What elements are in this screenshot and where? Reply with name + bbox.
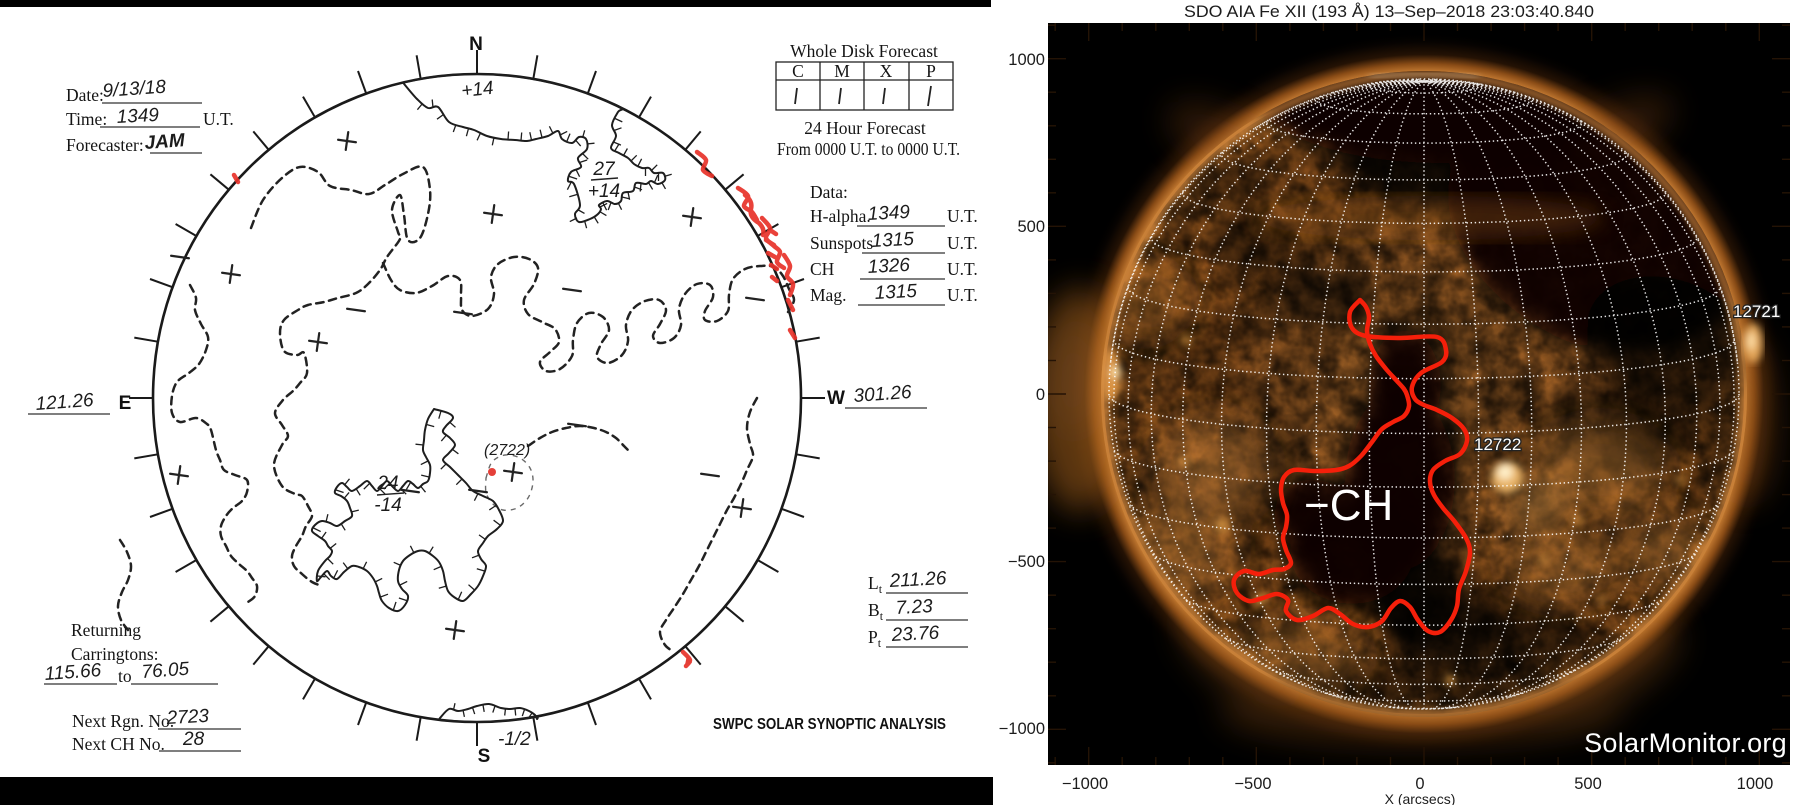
svg-text:−CH: −CH: [1304, 481, 1393, 530]
svg-text:27: 27: [592, 159, 616, 180]
svg-text:1000: 1000: [1737, 775, 1774, 793]
svg-text:1349: 1349: [867, 202, 911, 225]
svg-text:2723: 2723: [165, 706, 210, 729]
svg-text:Returning: Returning: [71, 620, 141, 640]
svg-text:−1000: −1000: [1062, 775, 1108, 793]
svg-text:C: C: [792, 61, 804, 81]
svg-text:Whole Disk Forecast: Whole Disk Forecast: [790, 41, 938, 61]
svg-text:Sunspots: Sunspots: [810, 233, 873, 253]
svg-text:-1/2: -1/2: [498, 729, 531, 750]
svg-text:0: 0: [1415, 775, 1424, 793]
svg-text:M: M: [834, 61, 850, 81]
svg-text:12721: 12721: [1733, 302, 1780, 321]
svg-text:SWPC SOLAR SYNOPTIC ANALYSIS: SWPC SOLAR SYNOPTIC ANALYSIS: [713, 716, 946, 733]
svg-text:Next Rgn. No.: Next Rgn. No.: [72, 711, 174, 731]
svg-text:X: X: [880, 61, 893, 81]
svg-text:500: 500: [1574, 775, 1602, 793]
svg-text:7.23: 7.23: [895, 596, 933, 619]
svg-text:28: 28: [182, 729, 205, 750]
svg-text:Mag.: Mag.: [810, 285, 846, 305]
svg-text:H-alpha.: H-alpha.: [810, 206, 871, 226]
svg-text:U.T.: U.T.: [947, 259, 978, 279]
svg-text:SDO AIA Fe XII (193 Å) 13–Sep–: SDO AIA Fe XII (193 Å) 13–Sep–2018 23:03…: [1184, 2, 1594, 21]
svg-text:23.76: 23.76: [890, 623, 940, 647]
svg-text:SolarMonitor.org: SolarMonitor.org: [1584, 728, 1787, 758]
svg-text:-14: -14: [374, 495, 401, 516]
svg-text:1315: 1315: [871, 229, 915, 252]
svg-text:121.26: 121.26: [35, 390, 95, 415]
svg-text:301.26: 301.26: [853, 382, 913, 407]
svg-text:Carringtons:: Carringtons:: [71, 644, 159, 664]
svg-text:1326: 1326: [867, 255, 911, 278]
svg-text:U.T.: U.T.: [203, 109, 234, 129]
svg-text:0: 0: [1036, 386, 1045, 404]
svg-text:1000: 1000: [1008, 51, 1045, 69]
svg-text:U.T.: U.T.: [947, 233, 978, 253]
svg-text:CH: CH: [810, 259, 835, 279]
svg-text:76.05: 76.05: [141, 659, 190, 683]
svg-text:−500: −500: [1008, 553, 1045, 571]
svg-text:24 Hour Forecast: 24 Hour Forecast: [804, 118, 926, 138]
svg-text:9/13/18: 9/13/18: [102, 77, 167, 102]
svg-text:Forecaster:: Forecaster:: [66, 135, 144, 155]
svg-text:S: S: [478, 746, 491, 767]
svg-text:1349: 1349: [116, 105, 160, 128]
svg-text:−500: −500: [1234, 775, 1271, 793]
svg-text:1315: 1315: [874, 281, 918, 304]
svg-text:W: W: [827, 388, 845, 409]
svg-text:E: E: [119, 393, 132, 414]
svg-text:From 0000 U.T. to 0000 U.T.: From 0000 U.T. to 0000 U.T.: [777, 139, 960, 159]
svg-text:500: 500: [1017, 218, 1045, 236]
svg-text:U.T.: U.T.: [947, 206, 978, 226]
svg-text:115.66: 115.66: [44, 660, 102, 685]
svg-text:X (arcsecs): X (arcsecs): [1385, 791, 1456, 805]
svg-text:Data:: Data:: [810, 182, 848, 202]
svg-text:N: N: [469, 34, 483, 55]
svg-text:Next CH No.: Next CH No.: [72, 734, 165, 754]
svg-text:+14: +14: [588, 181, 620, 202]
svg-text:12722: 12722: [1474, 435, 1521, 454]
svg-text:to: to: [118, 666, 132, 686]
svg-text:U.T.: U.T.: [947, 285, 978, 305]
svg-text:Date:: Date:: [66, 85, 104, 105]
svg-text:Time:: Time:: [66, 109, 107, 129]
svg-text:−1000: −1000: [999, 720, 1045, 738]
svg-text:24: 24: [376, 473, 398, 494]
svg-text:(2722): (2722): [484, 442, 530, 459]
svg-text:P: P: [926, 61, 936, 81]
svg-text:JAM: JAM: [144, 130, 187, 154]
svg-text:211.26: 211.26: [888, 568, 947, 592]
svg-text:+14: +14: [460, 78, 494, 102]
